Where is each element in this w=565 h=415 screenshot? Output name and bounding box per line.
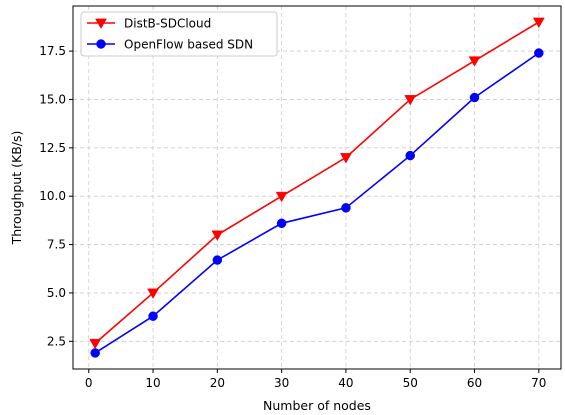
data-point: [404, 95, 417, 106]
x-tick-label: 20: [210, 376, 225, 390]
x-tick-label: 30: [274, 376, 289, 390]
data-point: [341, 203, 351, 213]
y-tick-label: 2.5: [47, 334, 66, 348]
data-point: [212, 255, 223, 265]
legend-label: OpenFlow based SDN: [124, 38, 253, 52]
data-point: [405, 150, 415, 161]
data-point: [468, 56, 481, 67]
data-point: [340, 153, 352, 164]
ticks: 0 10 20 30 40 50 60 70 2.5 5.0 7.5 10.0 12.5 15.0 17.5: [39, 44, 546, 390]
data-point: [90, 348, 100, 358]
data-point: [148, 311, 158, 321]
legend-entry: DistB-SDCloud: [87, 17, 211, 31]
x-tick-label: 10: [145, 376, 160, 390]
x-axis-label: Number of nodes: [263, 398, 371, 413]
legend-marker: [95, 18, 107, 30]
y-axis-label: Throughput (KB/s): [9, 131, 24, 246]
y-tick-label: 5.0: [47, 286, 66, 300]
series-2: [90, 48, 544, 358]
legend-label: DistB-SDCloud: [124, 17, 211, 31]
y-tick-label: 12.5: [39, 141, 66, 155]
data-point: [89, 338, 102, 350]
x-tick-label: 40: [338, 376, 353, 390]
plot-frame: [72, 5, 562, 370]
y-tick-label: 17.5: [39, 44, 66, 58]
data-point: [532, 17, 545, 29]
series-line: [94, 52, 540, 354]
data-point: [276, 218, 287, 229]
x-tick-label: 60: [467, 376, 482, 390]
x-tick-label: 50: [403, 376, 418, 390]
series-line: [94, 21, 540, 344]
x-tick-label: 70: [531, 376, 546, 390]
series-layer: [89, 17, 545, 358]
data-point: [469, 92, 480, 103]
legend: DistB-SDCloud OpenFlow based SDN: [80, 11, 278, 57]
y-tick-label: 10.0: [39, 189, 66, 203]
data-point: [211, 230, 224, 241]
data-point: [534, 48, 544, 58]
data-point: [275, 191, 288, 203]
legend-box: [80, 11, 278, 57]
y-tick-label: 15.0: [39, 92, 66, 106]
data-point: [147, 288, 159, 299]
x-tick-label: 0: [85, 376, 93, 390]
grid: [73, 6, 561, 369]
y-tick-label: 7.5: [47, 238, 66, 252]
series-1: [89, 17, 545, 350]
legend-marker: [96, 39, 106, 49]
legend-entry: OpenFlow based SDN: [87, 38, 253, 52]
